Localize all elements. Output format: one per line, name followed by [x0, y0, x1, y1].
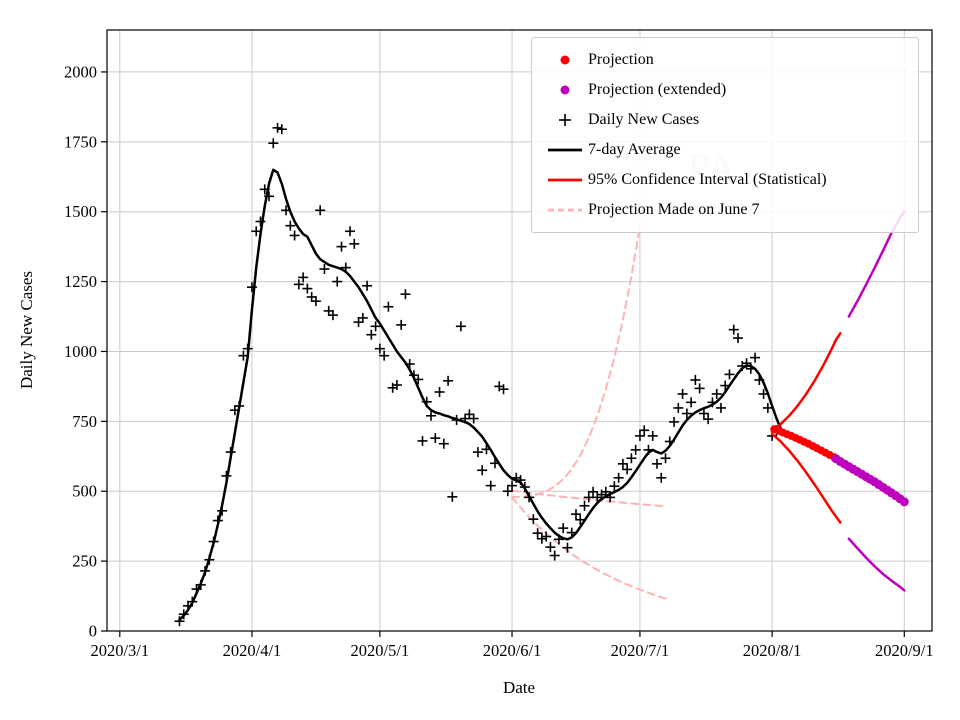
series-june7-lower — [511, 496, 667, 600]
y-tick-label: 0 — [89, 622, 97, 641]
series-projection-extended — [831, 454, 909, 507]
legend-label: 7-day Average — [588, 141, 681, 158]
legend: Projection Projection (extended) Daily New… — [531, 37, 919, 233]
magenta-dot-marker-icon — [542, 79, 588, 101]
plot-border — [106, 29, 933, 632]
y-axis-label: Daily New Cases — [17, 270, 36, 390]
series-ci-lower — [770, 432, 842, 524]
y-tick-label: 1500 — [64, 202, 97, 221]
series-ci-upper — [770, 332, 842, 433]
pink-dashed-line-marker-icon — [542, 199, 588, 221]
x-axis-label: Date — [502, 678, 536, 697]
plus-marker-icon — [542, 109, 588, 131]
series-projection — [770, 425, 838, 462]
legend-item: Projection (extended) — [542, 75, 908, 105]
legend-item: Projection Made on June 7 — [542, 195, 908, 225]
legend-item: 95% Confidence Interval (Statistical) — [542, 165, 908, 195]
series-seven-day-average — [178, 168, 787, 622]
legend-label: Projection (extended) — [588, 81, 727, 98]
legend-item: 7-day Average — [542, 135, 908, 165]
y-tick-label: 1000 — [64, 342, 97, 361]
legend-label: 95% Confidence Interval (Statistical) — [588, 171, 827, 188]
legend-label: Projection — [588, 51, 654, 68]
x-tick-label: 2020/7/1 — [611, 641, 670, 660]
red-dot-marker-icon — [542, 49, 588, 71]
y-tick-label: 500 — [72, 482, 97, 501]
series-ci-lower-extended — [847, 537, 906, 592]
series-june7-upper — [511, 224, 641, 498]
y-tick-label: 1250 — [64, 272, 97, 291]
x-tick-label: 2020/3/1 — [90, 641, 149, 660]
x-tick-label: 2020/9/1 — [875, 641, 934, 660]
x-tick-label: 2020/8/1 — [743, 641, 802, 660]
y-tick-label: 1750 — [64, 132, 97, 151]
legend-item: Projection — [542, 45, 908, 75]
black-line-marker-icon — [542, 139, 588, 161]
y-tick-label: 250 — [72, 552, 97, 571]
legend-label: Daily New Cases — [588, 111, 700, 128]
red-line-marker-icon — [542, 169, 588, 191]
y-tick-label: 2000 — [64, 62, 97, 81]
x-tick-label: 2020/5/1 — [351, 641, 410, 660]
x-tick-label: 2020/4/1 — [223, 641, 282, 660]
legend-item: Daily New Cases — [542, 105, 908, 135]
y-tick-label: 750 — [72, 412, 97, 431]
legend-label: Projection Made on June 7 — [588, 201, 760, 218]
x-tick-label: 2020/6/1 — [483, 641, 542, 660]
